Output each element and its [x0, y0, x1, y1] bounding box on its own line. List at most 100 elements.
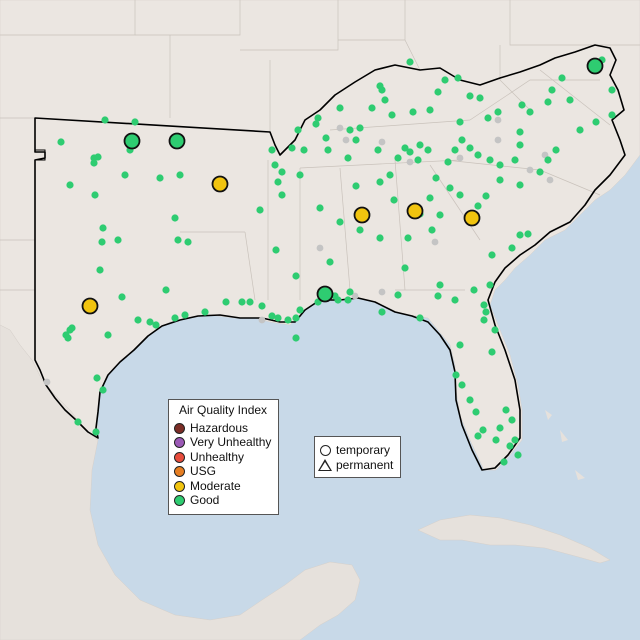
station-marker-moderate-large[interactable] — [353, 206, 371, 224]
station-marker-good[interactable] — [324, 146, 332, 154]
station-marker-good[interactable] — [292, 272, 300, 280]
station-marker-good-large[interactable] — [586, 57, 604, 75]
station-marker-good[interactable] — [466, 144, 474, 152]
station-marker-good[interactable] — [426, 106, 434, 114]
station-marker-good[interactable] — [444, 158, 452, 166]
station-marker-good[interactable] — [416, 314, 424, 322]
station-marker-good[interactable] — [62, 331, 70, 339]
station-marker-good[interactable] — [288, 144, 296, 152]
station-marker-good[interactable] — [118, 293, 126, 301]
station-marker-good[interactable] — [376, 234, 384, 242]
station-marker-good[interactable] — [292, 314, 300, 322]
station-marker-good[interactable] — [536, 168, 544, 176]
station-marker-good[interactable] — [414, 156, 422, 164]
station-marker-good[interactable] — [374, 146, 382, 154]
station-marker-good[interactable] — [466, 92, 474, 100]
station-marker-good[interactable] — [406, 148, 414, 156]
station-marker-moderate-large[interactable] — [81, 297, 99, 315]
station-marker-good[interactable] — [104, 331, 112, 339]
station-marker-good[interactable] — [326, 258, 334, 266]
station-marker-good[interactable] — [91, 191, 99, 199]
station-marker-good[interactable] — [96, 266, 104, 274]
station-marker-good[interactable] — [314, 114, 322, 122]
station-marker-inactive[interactable] — [336, 124, 344, 132]
station-marker-good[interactable] — [508, 416, 516, 424]
station-marker-good[interactable] — [101, 116, 109, 124]
station-marker-good[interactable] — [496, 161, 504, 169]
station-marker-good[interactable] — [470, 286, 478, 294]
station-marker-inactive[interactable] — [494, 116, 502, 124]
station-marker-good[interactable] — [466, 396, 474, 404]
station-marker-good[interactable] — [548, 86, 556, 94]
station-marker-good[interactable] — [57, 138, 65, 146]
station-marker-good[interactable] — [376, 178, 384, 186]
station-marker-good[interactable] — [376, 82, 384, 90]
station-marker-good[interactable] — [516, 231, 524, 239]
station-marker-good[interactable] — [486, 281, 494, 289]
station-marker-good[interactable] — [174, 236, 182, 244]
station-marker-moderate-large[interactable] — [211, 175, 229, 193]
station-marker-good[interactable] — [486, 156, 494, 164]
station-marker-moderate-large[interactable] — [406, 202, 424, 220]
station-marker-good[interactable] — [344, 296, 352, 304]
station-marker-good[interactable] — [272, 246, 280, 254]
station-marker-inactive[interactable] — [494, 136, 502, 144]
station-marker-good[interactable] — [476, 94, 484, 102]
station-marker-good[interactable] — [322, 134, 330, 142]
station-marker-good[interactable] — [508, 244, 516, 252]
station-marker-good[interactable] — [544, 156, 552, 164]
station-marker-good[interactable] — [114, 236, 122, 244]
station-marker-good[interactable] — [452, 371, 460, 379]
station-marker-good[interactable] — [434, 88, 442, 96]
station-marker-good[interactable] — [201, 308, 209, 316]
station-marker-good[interactable] — [356, 226, 364, 234]
station-marker-good[interactable] — [544, 98, 552, 106]
station-marker-good[interactable] — [492, 436, 500, 444]
station-marker-good[interactable] — [184, 238, 192, 246]
station-marker-inactive[interactable] — [431, 238, 439, 246]
station-marker-good[interactable] — [344, 154, 352, 162]
station-marker-good[interactable] — [98, 238, 106, 246]
station-marker-good[interactable] — [162, 286, 170, 294]
station-marker-good[interactable] — [296, 171, 304, 179]
station-marker-inactive[interactable] — [526, 166, 534, 174]
station-marker-good[interactable] — [456, 118, 464, 126]
station-marker-good[interactable] — [552, 146, 560, 154]
station-marker-inactive[interactable] — [342, 136, 350, 144]
station-marker-good[interactable] — [488, 251, 496, 259]
station-marker-good[interactable] — [346, 126, 354, 134]
station-marker-good[interactable] — [436, 281, 444, 289]
station-marker-good[interactable] — [454, 74, 462, 82]
station-marker-good[interactable] — [284, 316, 292, 324]
station-marker-good[interactable] — [576, 126, 584, 134]
station-marker-good[interactable] — [99, 386, 107, 394]
station-marker-good[interactable] — [592, 118, 600, 126]
station-marker-good[interactable] — [472, 408, 480, 416]
station-marker-good[interactable] — [156, 174, 164, 182]
station-marker-inactive[interactable] — [43, 378, 51, 386]
station-marker-good[interactable] — [516, 181, 524, 189]
station-marker-good[interactable] — [93, 374, 101, 382]
station-marker-good[interactable] — [74, 418, 82, 426]
station-marker-good[interactable] — [378, 308, 386, 316]
station-marker-good[interactable] — [511, 436, 519, 444]
station-marker-good-large[interactable] — [168, 132, 186, 150]
station-marker-good[interactable] — [268, 146, 276, 154]
station-marker-good[interactable] — [94, 153, 102, 161]
station-marker-good[interactable] — [336, 218, 344, 226]
station-marker-good[interactable] — [258, 302, 266, 310]
station-marker-good[interactable] — [131, 118, 139, 126]
station-marker-good[interactable] — [494, 108, 502, 116]
station-marker-good[interactable] — [456, 191, 464, 199]
station-marker-inactive[interactable] — [351, 292, 359, 300]
station-marker-good[interactable] — [171, 214, 179, 222]
station-marker-good[interactable] — [394, 154, 402, 162]
station-marker-good[interactable] — [482, 308, 490, 316]
station-marker-good[interactable] — [479, 426, 487, 434]
station-marker-inactive[interactable] — [378, 288, 386, 296]
station-marker-good[interactable] — [368, 104, 376, 112]
station-marker-good[interactable] — [451, 146, 459, 154]
station-marker-good[interactable] — [90, 159, 98, 167]
station-marker-good[interactable] — [300, 146, 308, 154]
